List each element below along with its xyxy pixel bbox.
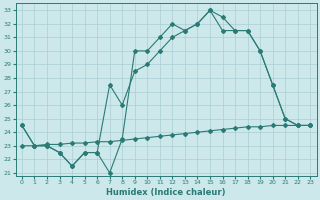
- X-axis label: Humidex (Indice chaleur): Humidex (Indice chaleur): [106, 188, 226, 197]
